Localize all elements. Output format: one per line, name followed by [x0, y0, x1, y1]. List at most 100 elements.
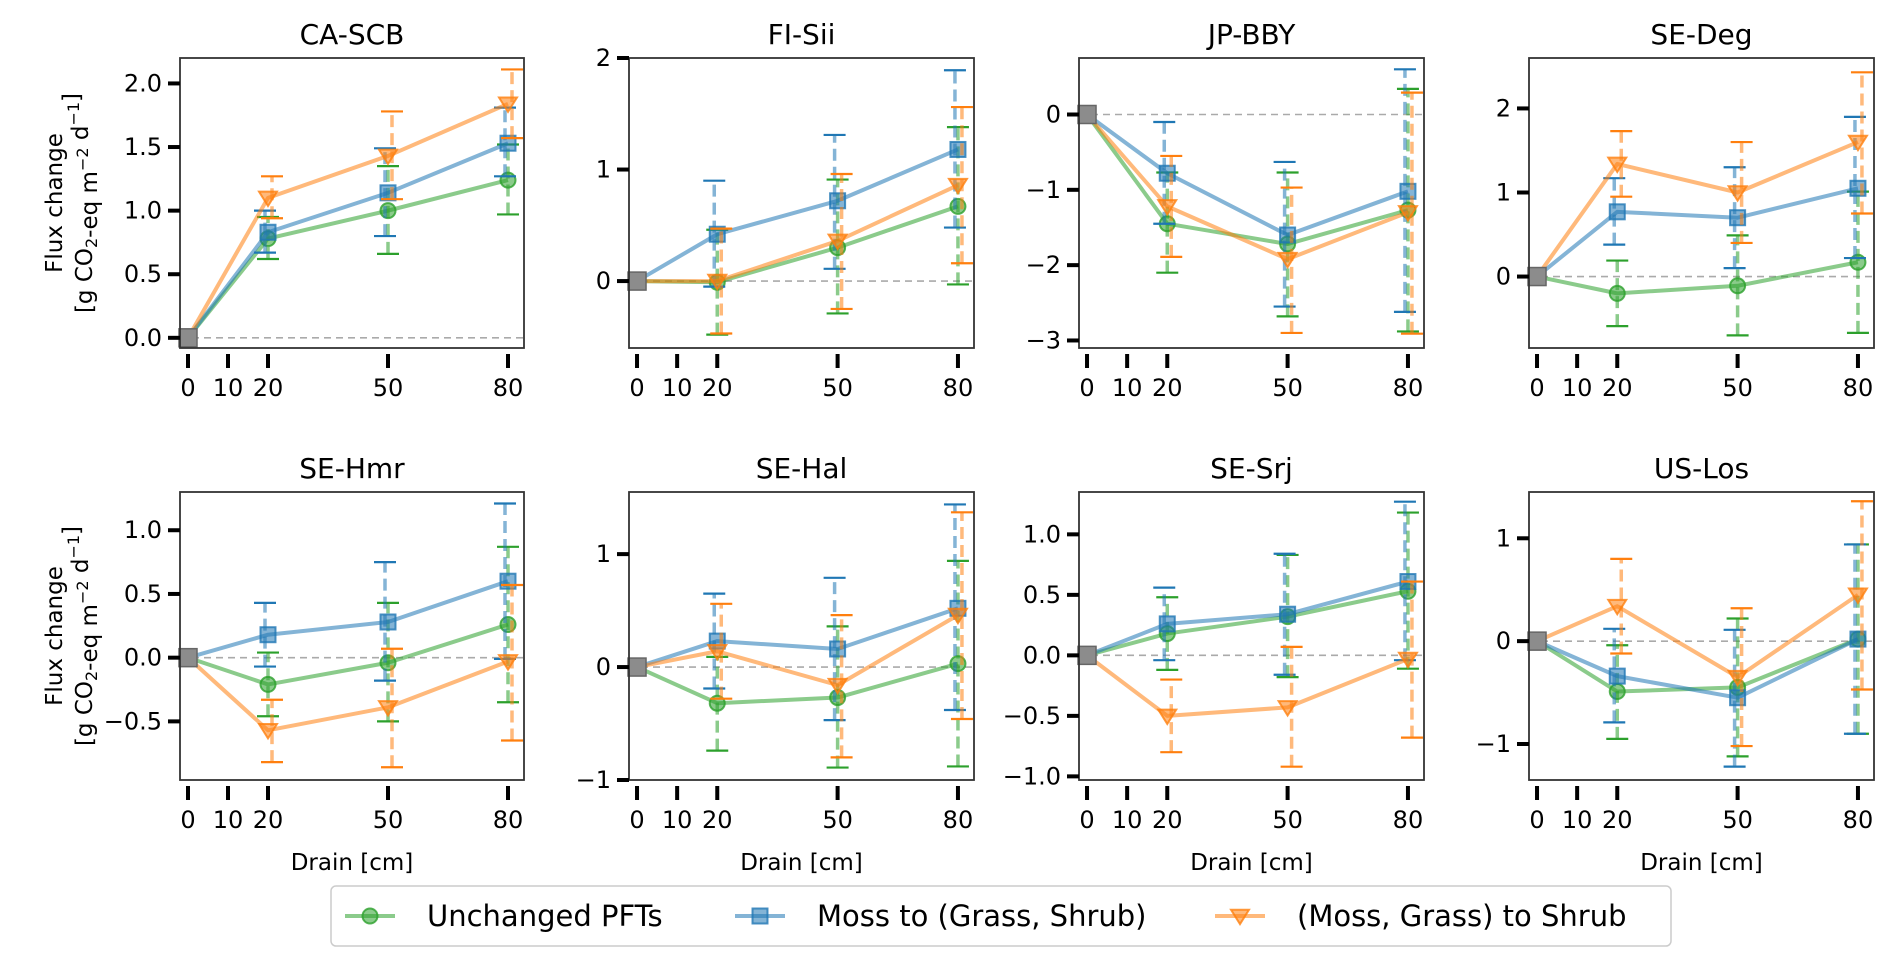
x-tick-label: 0 — [629, 374, 644, 402]
x-tick-label: 0 — [1079, 806, 1094, 834]
data-point — [1606, 598, 1629, 617]
y-tick-label: 1.0 — [124, 516, 162, 544]
x-tick-label: 0 — [180, 374, 195, 402]
y-tick-label: 1.0 — [124, 197, 162, 225]
baseline-marker — [1077, 645, 1097, 666]
data-point — [499, 171, 517, 189]
y-axis-label-line2: [g CO2-eq m−2 d−1] — [59, 93, 103, 313]
data-point — [1279, 605, 1297, 623]
y-tick-label: 0.0 — [124, 324, 162, 352]
subplot-se-srj: SE-Srj −1.0 −0.5 0.0 0.5 1.0 0 10 20 50 80 Drain [c… — [1003, 452, 1425, 876]
series-line-2 — [637, 183, 959, 284]
x-tick-label: 0 — [180, 806, 195, 834]
data-point — [497, 96, 519, 114]
data-point — [1397, 651, 1419, 669]
x-tick-label: 10 — [213, 806, 244, 834]
data-point — [1156, 708, 1179, 726]
baseline-marker — [1077, 104, 1097, 125]
subplot-ca-scb: CA-SCB 0.0 0.5 1.0 1.5 2.0 0 10 20 50 80 Flux chang… — [42, 18, 525, 402]
series-line-1 — [186, 141, 509, 340]
x-tick-label: 20 — [1152, 806, 1183, 834]
plot-frame — [628, 491, 975, 781]
legend-item: (Moss, Grass) to Shrub — [1215, 899, 1626, 933]
y-tick-label: 2 — [596, 44, 611, 72]
baseline-marker — [178, 328, 198, 348]
data-point — [706, 643, 729, 662]
x-tick-label: 50 — [1722, 374, 1753, 402]
series-line-1 — [1535, 186, 1859, 279]
data-point — [826, 677, 849, 696]
data-point — [257, 723, 279, 741]
x-tick-label: 80 — [493, 374, 524, 402]
plot-frame — [1078, 57, 1425, 349]
subplot-title: JP-BBY — [1206, 18, 1297, 51]
data-point — [1156, 199, 1179, 217]
legend-label: Unchanged PFTs — [427, 899, 663, 933]
data-point — [1729, 277, 1747, 295]
data-point — [947, 607, 969, 626]
series-line-0 — [1536, 260, 1859, 296]
data-point — [259, 223, 277, 241]
y-tick-label: 1 — [596, 540, 611, 568]
baseline-marker — [1527, 631, 1547, 651]
series-line-0 — [636, 661, 959, 706]
y-tick-label: −1 — [576, 766, 611, 794]
y-tick-label: 0 — [596, 653, 611, 681]
data-point — [1726, 185, 1749, 203]
y-tick-label: 0 — [1046, 100, 1061, 128]
x-axis-label: Drain [cm] — [1640, 850, 1763, 876]
subplot-title: FI-Sii — [768, 18, 836, 51]
series-line-1 — [1536, 637, 1859, 700]
data-point — [706, 273, 729, 292]
x-tick-label: 50 — [1272, 374, 1303, 402]
baseline-marker — [627, 271, 647, 291]
y-tick-label: −1 — [1026, 176, 1061, 204]
y-tick-label: −0.5 — [104, 707, 162, 735]
data-point — [947, 177, 969, 196]
x-tick-label: 0 — [629, 806, 644, 834]
data-point — [1606, 156, 1629, 174]
x-tick-label: 0 — [1529, 374, 1544, 402]
series-line-1 — [1085, 112, 1409, 238]
x-tick-label: 50 — [373, 374, 404, 402]
data-point — [826, 233, 849, 251]
y-tick-label: 0 — [1496, 263, 1511, 291]
y-axis-label: Flux change[g CO2-eq m−2 d−1] — [42, 93, 103, 313]
baseline-marker — [178, 647, 198, 668]
series-line-2 — [636, 613, 959, 688]
data-point — [1726, 669, 1749, 688]
baseline-marker — [627, 657, 647, 677]
plot-frame — [1078, 491, 1425, 781]
x-axis-label: Drain [cm] — [1190, 850, 1313, 876]
series-line-2 — [186, 101, 509, 339]
y-tick-label: 0.5 — [124, 580, 162, 608]
series-line-1 — [636, 606, 959, 669]
data-point — [259, 675, 277, 693]
y-tick-label: 0.5 — [1023, 581, 1061, 609]
data-point — [1608, 683, 1626, 701]
data-point — [1397, 205, 1419, 223]
series-line-2 — [1535, 140, 1859, 278]
y-tick-label: 0 — [596, 267, 611, 295]
legend-marker-square — [751, 907, 769, 925]
plot-frame — [628, 57, 975, 349]
series-line-0 — [186, 178, 509, 340]
x-tick-label: 10 — [1112, 374, 1143, 402]
y-axis-label: Flux change[g CO2-eq m−2 d−1] — [42, 526, 103, 746]
x-tick-label: 10 — [662, 806, 693, 834]
x-tick-label: 10 — [1562, 806, 1593, 834]
data-point — [1158, 615, 1176, 633]
plot-frame — [1528, 57, 1875, 349]
subplot-title: US-Los — [1654, 452, 1749, 485]
x-tick-label: 20 — [1602, 374, 1633, 402]
legend-label: Moss to (Grass, Shrub) — [817, 899, 1146, 933]
data-point — [1608, 203, 1626, 221]
subplot-title: CA-SCB — [300, 18, 405, 51]
x-tick-label: 80 — [1843, 806, 1874, 834]
data-point — [379, 613, 397, 631]
x-tick-label: 80 — [1843, 374, 1874, 402]
data-point — [499, 134, 517, 152]
x-tick-label: 50 — [1722, 806, 1753, 834]
